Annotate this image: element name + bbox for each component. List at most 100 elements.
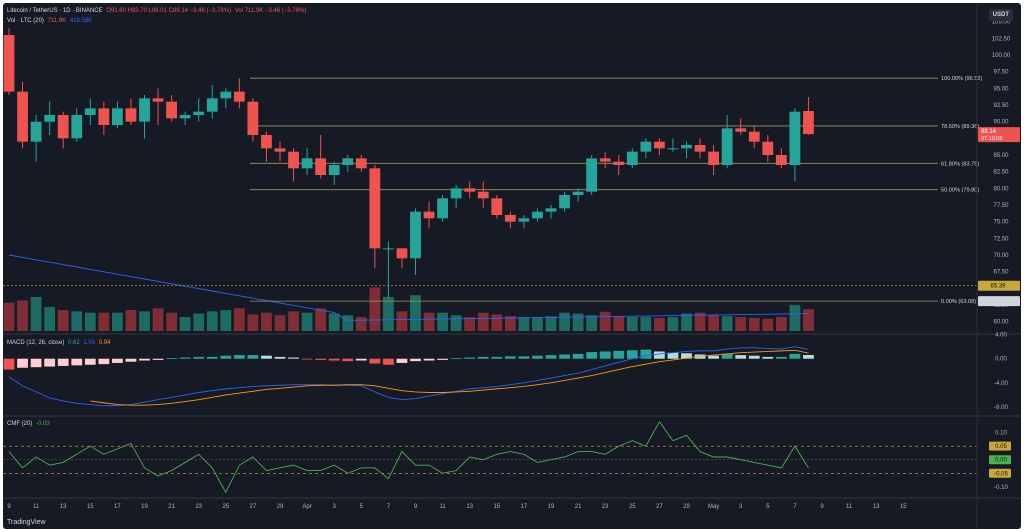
macd-histogram-bar	[396, 358, 408, 363]
volume-ma-value: 418.58K	[69, 18, 93, 24]
price-axis-tick: 70.00	[993, 253, 1009, 259]
volume-legend: Vol · LTC (20) 711.9K 418.58K	[7, 18, 92, 24]
macd-axis-tick: -4.00	[994, 381, 1008, 387]
candle-body	[247, 101, 259, 135]
macd-histogram-bar	[708, 355, 719, 359]
vol-ohlc-values: Vol 711.9K −3.46 (−3.78%)	[234, 8, 307, 14]
candle-body	[437, 198, 448, 219]
macd-histogram-bar	[57, 358, 69, 366]
macd-histogram-bar	[383, 358, 394, 365]
candle-body	[44, 115, 56, 122]
macd-histogram-bar	[3, 358, 15, 370]
volume-value: 711.9K	[47, 18, 67, 24]
price-axis-tick: 95.00	[993, 86, 1009, 92]
symbol-name[interactable]: Litecoin / TetherUS · 1D · BINANCE	[7, 8, 103, 14]
cmf-value: -0.03	[36, 421, 50, 427]
macd-histogram-bar	[667, 352, 679, 359]
volume-bar	[491, 314, 503, 331]
axes: 60.0062.5065.0067.5070.0072.5075.0077.50…	[3, 3, 1021, 529]
cmf-label[interactable]: CMF (20)	[7, 421, 33, 427]
volume-bar	[599, 311, 611, 331]
macd-label[interactable]: MACD (12, 26, close)	[7, 340, 65, 346]
macd-histogram-bar	[789, 353, 801, 359]
price-axis-tick: 102.50	[992, 36, 1011, 42]
macd-line-value: 1.56	[83, 340, 96, 346]
volume-bar	[355, 317, 367, 331]
macd-histogram-bar	[301, 358, 313, 360]
time-axis-label: 9	[820, 504, 824, 510]
price-axis-tick: 82.50	[993, 170, 1009, 176]
price-axis-tick: 105.00	[992, 20, 1011, 26]
volume-bar	[315, 308, 327, 331]
volume-bar	[179, 317, 191, 331]
candle-body	[572, 191, 584, 195]
macd-histogram-bar	[315, 358, 327, 360]
volume-bar	[803, 309, 814, 331]
macd-histogram-bar	[640, 349, 652, 359]
currency-button[interactable]: USDT	[988, 9, 1013, 21]
volume-label[interactable]: Vol · LTC (20)	[7, 18, 44, 24]
candle-body	[803, 111, 814, 135]
macd-axis-tick: 0.00	[995, 357, 1007, 363]
candle-body	[735, 128, 747, 132]
candle-body	[166, 101, 177, 119]
macd-histogram-bar	[572, 353, 584, 359]
macd-histogram-bar	[166, 358, 177, 359]
price-axis-tick: 85.00	[993, 153, 1009, 159]
volume-bar	[613, 316, 625, 331]
macd-histogram-bar	[721, 353, 733, 359]
volume-bar	[586, 315, 598, 331]
volume-bar	[125, 310, 137, 331]
volume-bar	[532, 317, 543, 331]
chart-canvas[interactable]: 100.00% (96.52) 78.60% (89.36) 61.80% (83.…	[3, 3, 1021, 529]
volume-bar	[708, 315, 719, 331]
volume-bar	[220, 310, 232, 331]
volume-bar	[139, 311, 150, 331]
candle-body	[532, 211, 543, 219]
time-axis-label: 25	[222, 504, 229, 510]
candle-body	[125, 108, 137, 122]
candle-body	[98, 108, 110, 125]
time-axis-label: 27	[250, 504, 257, 510]
volume-bar	[735, 317, 747, 331]
candle-body	[179, 115, 191, 119]
time-axis-label: 21	[575, 504, 582, 510]
time-axis-label: 9	[7, 504, 11, 510]
volume-bar	[504, 316, 516, 331]
volume-bar	[152, 308, 164, 331]
price-axis-tick: 97.50	[993, 70, 1009, 76]
price-axis-tick: 60.00	[993, 320, 1009, 326]
time-axis-label: 15	[87, 504, 94, 510]
macd-signal-value: 0.94	[98, 340, 111, 346]
candle-body	[545, 208, 557, 212]
candle-body	[640, 141, 652, 152]
macd-histogram-bar	[71, 358, 83, 366]
cmf-line	[8, 420, 809, 494]
macd-histogram-bar	[342, 358, 354, 362]
price-axis-tick: 77.50	[993, 203, 1009, 209]
candle-body	[315, 158, 327, 175]
price-axis-tick: 72.50	[993, 236, 1009, 242]
macd-histogram-bar	[179, 357, 191, 359]
volume-bar	[30, 296, 42, 331]
macd-signal-line	[90, 349, 809, 406]
macd-histogram-bar	[328, 358, 340, 361]
macd-histogram-bar	[423, 358, 435, 361]
macd-histogram-bar	[247, 355, 259, 359]
volume-bar	[464, 317, 476, 331]
macd-histogram-bar	[681, 353, 692, 359]
candle-body	[423, 211, 435, 219]
macd-histogram-bar	[152, 358, 164, 360]
tradingview-logo[interactable]: TradingView	[7, 519, 46, 526]
volume-bar	[112, 312, 123, 331]
macd-histogram-bar	[599, 351, 611, 359]
volume-bar	[44, 307, 56, 331]
macd-histogram-bar	[504, 356, 516, 359]
macd-histogram-bar	[193, 356, 205, 359]
fib-level-label: 50.00% (79.80)	[941, 188, 979, 194]
candle-body	[383, 248, 394, 250]
macd-histogram-bar	[545, 355, 557, 359]
price-axis-tick: 92.50	[993, 103, 1009, 109]
cmf-axis-tick: -0.05	[994, 471, 1008, 477]
macd-legend: MACD (12, 26, close) 0.62 1.56 0.94	[7, 340, 110, 346]
